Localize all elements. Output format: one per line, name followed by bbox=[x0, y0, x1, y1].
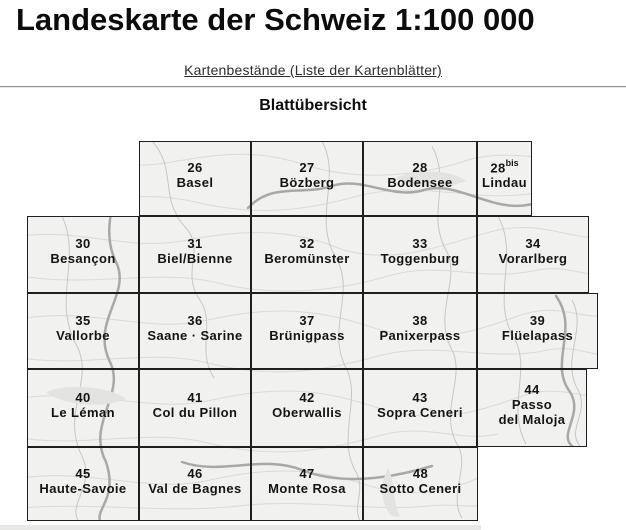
tile-name: Val de Bagnes bbox=[148, 480, 242, 496]
tile-name: Le Léman bbox=[51, 404, 115, 420]
tile-number: 27 bbox=[299, 160, 315, 175]
map-tile-39: 39 Flüelapass bbox=[477, 293, 598, 369]
tile-name: Brünigpass bbox=[269, 327, 345, 343]
tile-number-suffix: bis bbox=[505, 157, 519, 168]
tile-number: 37 bbox=[299, 312, 315, 328]
tile-name: Monte Rosa bbox=[268, 480, 346, 496]
tile-name: Biel/Bienne bbox=[157, 251, 233, 266]
map-scan-bottom-edge bbox=[0, 525, 481, 530]
sheet-overview-title: Blattübersicht bbox=[259, 97, 367, 114]
map-tile-48: 48 Sotto Ceneri bbox=[363, 447, 478, 521]
map-tile-40: 40 Le Léman bbox=[27, 369, 139, 447]
map-tile-34: 34 Vorarlberg bbox=[477, 216, 589, 293]
tile-name: Basel bbox=[176, 175, 214, 190]
tile-number: 41 bbox=[187, 389, 203, 405]
tile-name: Beromünster bbox=[264, 251, 350, 266]
tile-name: Col du Pillon bbox=[152, 404, 238, 420]
tile-number: 46 bbox=[187, 465, 203, 481]
tile-number: 43 bbox=[412, 389, 428, 405]
page-title: Landeskarte der Schweiz 1:100 000 bbox=[16, 2, 535, 37]
tile-number: 40 bbox=[75, 389, 91, 405]
horizontal-rule bbox=[0, 86, 626, 88]
tile-name: Toggenburg bbox=[380, 251, 460, 266]
map-tile-36: 36 Saane · Sarine bbox=[139, 293, 251, 369]
tile-name: Haute-Savoie bbox=[39, 480, 127, 496]
map-tile-35: 35 Vallorbe bbox=[27, 293, 139, 369]
tile-number: 44 bbox=[524, 382, 540, 397]
map-tile-33: 33 Toggenburg bbox=[363, 216, 477, 293]
map-tile-27: 27 Bözberg bbox=[251, 141, 363, 216]
tile-number: 39 bbox=[529, 312, 546, 328]
tile-number: 45 bbox=[75, 465, 91, 481]
tile-name: Bodensee bbox=[387, 175, 453, 190]
tile-name: Oberwallis bbox=[272, 404, 342, 420]
tile-name: Passo del Maloja bbox=[498, 397, 566, 427]
tile-number: 31 bbox=[187, 236, 203, 251]
map-tile-43: 43 Sopra Ceneri bbox=[363, 369, 477, 447]
map-tile-32: 32 Beromünster bbox=[251, 216, 363, 293]
map-tile-44: 44 Passo del Maloja bbox=[477, 369, 587, 447]
tile-number: 28bis bbox=[490, 157, 519, 176]
tile-number: 42 bbox=[299, 389, 315, 405]
tile-name: Flüelapass bbox=[501, 327, 574, 343]
map-tile-26: 26 Basel bbox=[139, 141, 251, 216]
map-inventory-link[interactable]: Kartenbestände (Liste der Kartenblätter) bbox=[184, 62, 442, 78]
map-tile-37: 37 Brünigpass bbox=[251, 293, 363, 369]
map-tile-28: 28 Bodensee bbox=[363, 141, 477, 216]
tile-number: 34 bbox=[525, 236, 541, 251]
tile-number: 28 bbox=[412, 160, 428, 175]
tile-name: Besançon bbox=[50, 251, 116, 266]
tile-number: 33 bbox=[412, 236, 428, 251]
tile-name: Vallorbe bbox=[56, 327, 110, 343]
map-tile-30: 30 Besançon bbox=[27, 216, 139, 293]
tile-name: Saane · Sarine bbox=[147, 327, 243, 343]
map-tile-45: 45 Haute-Savoie bbox=[27, 447, 139, 521]
tile-name: Vorarlberg bbox=[498, 251, 568, 266]
tile-name: Panixerpass bbox=[379, 327, 461, 343]
map-tile-42: 42 Oberwallis bbox=[251, 369, 363, 447]
map-tile-28bis: 28bis Lindau bbox=[477, 141, 532, 216]
tile-name: Bözberg bbox=[279, 175, 335, 190]
map-tile-41: 41 Col du Pillon bbox=[139, 369, 251, 447]
map-tile-46: 46 Val de Bagnes bbox=[139, 447, 251, 521]
map-tile-38: 38 Panixerpass bbox=[363, 293, 477, 369]
link-row: Kartenbestände (Liste der Kartenblätter) bbox=[0, 62, 626, 80]
tile-number: 26 bbox=[187, 160, 203, 175]
tile-name: Lindau bbox=[481, 175, 527, 191]
tile-number: 38 bbox=[412, 312, 428, 328]
tile-number: 48 bbox=[412, 465, 429, 481]
tile-name: Sotto Ceneri bbox=[379, 480, 462, 496]
tile-number: 47 bbox=[299, 465, 315, 481]
map-tile-47: 47 Monte Rosa bbox=[251, 447, 363, 521]
tile-number: 36 bbox=[187, 312, 203, 328]
map-tile-31: 31 Biel/Bienne bbox=[139, 216, 251, 293]
tile-number: 35 bbox=[75, 312, 91, 328]
tile-number: 32 bbox=[299, 236, 315, 251]
tile-number: 30 bbox=[75, 236, 91, 251]
tile-name: Sopra Ceneri bbox=[377, 404, 463, 420]
